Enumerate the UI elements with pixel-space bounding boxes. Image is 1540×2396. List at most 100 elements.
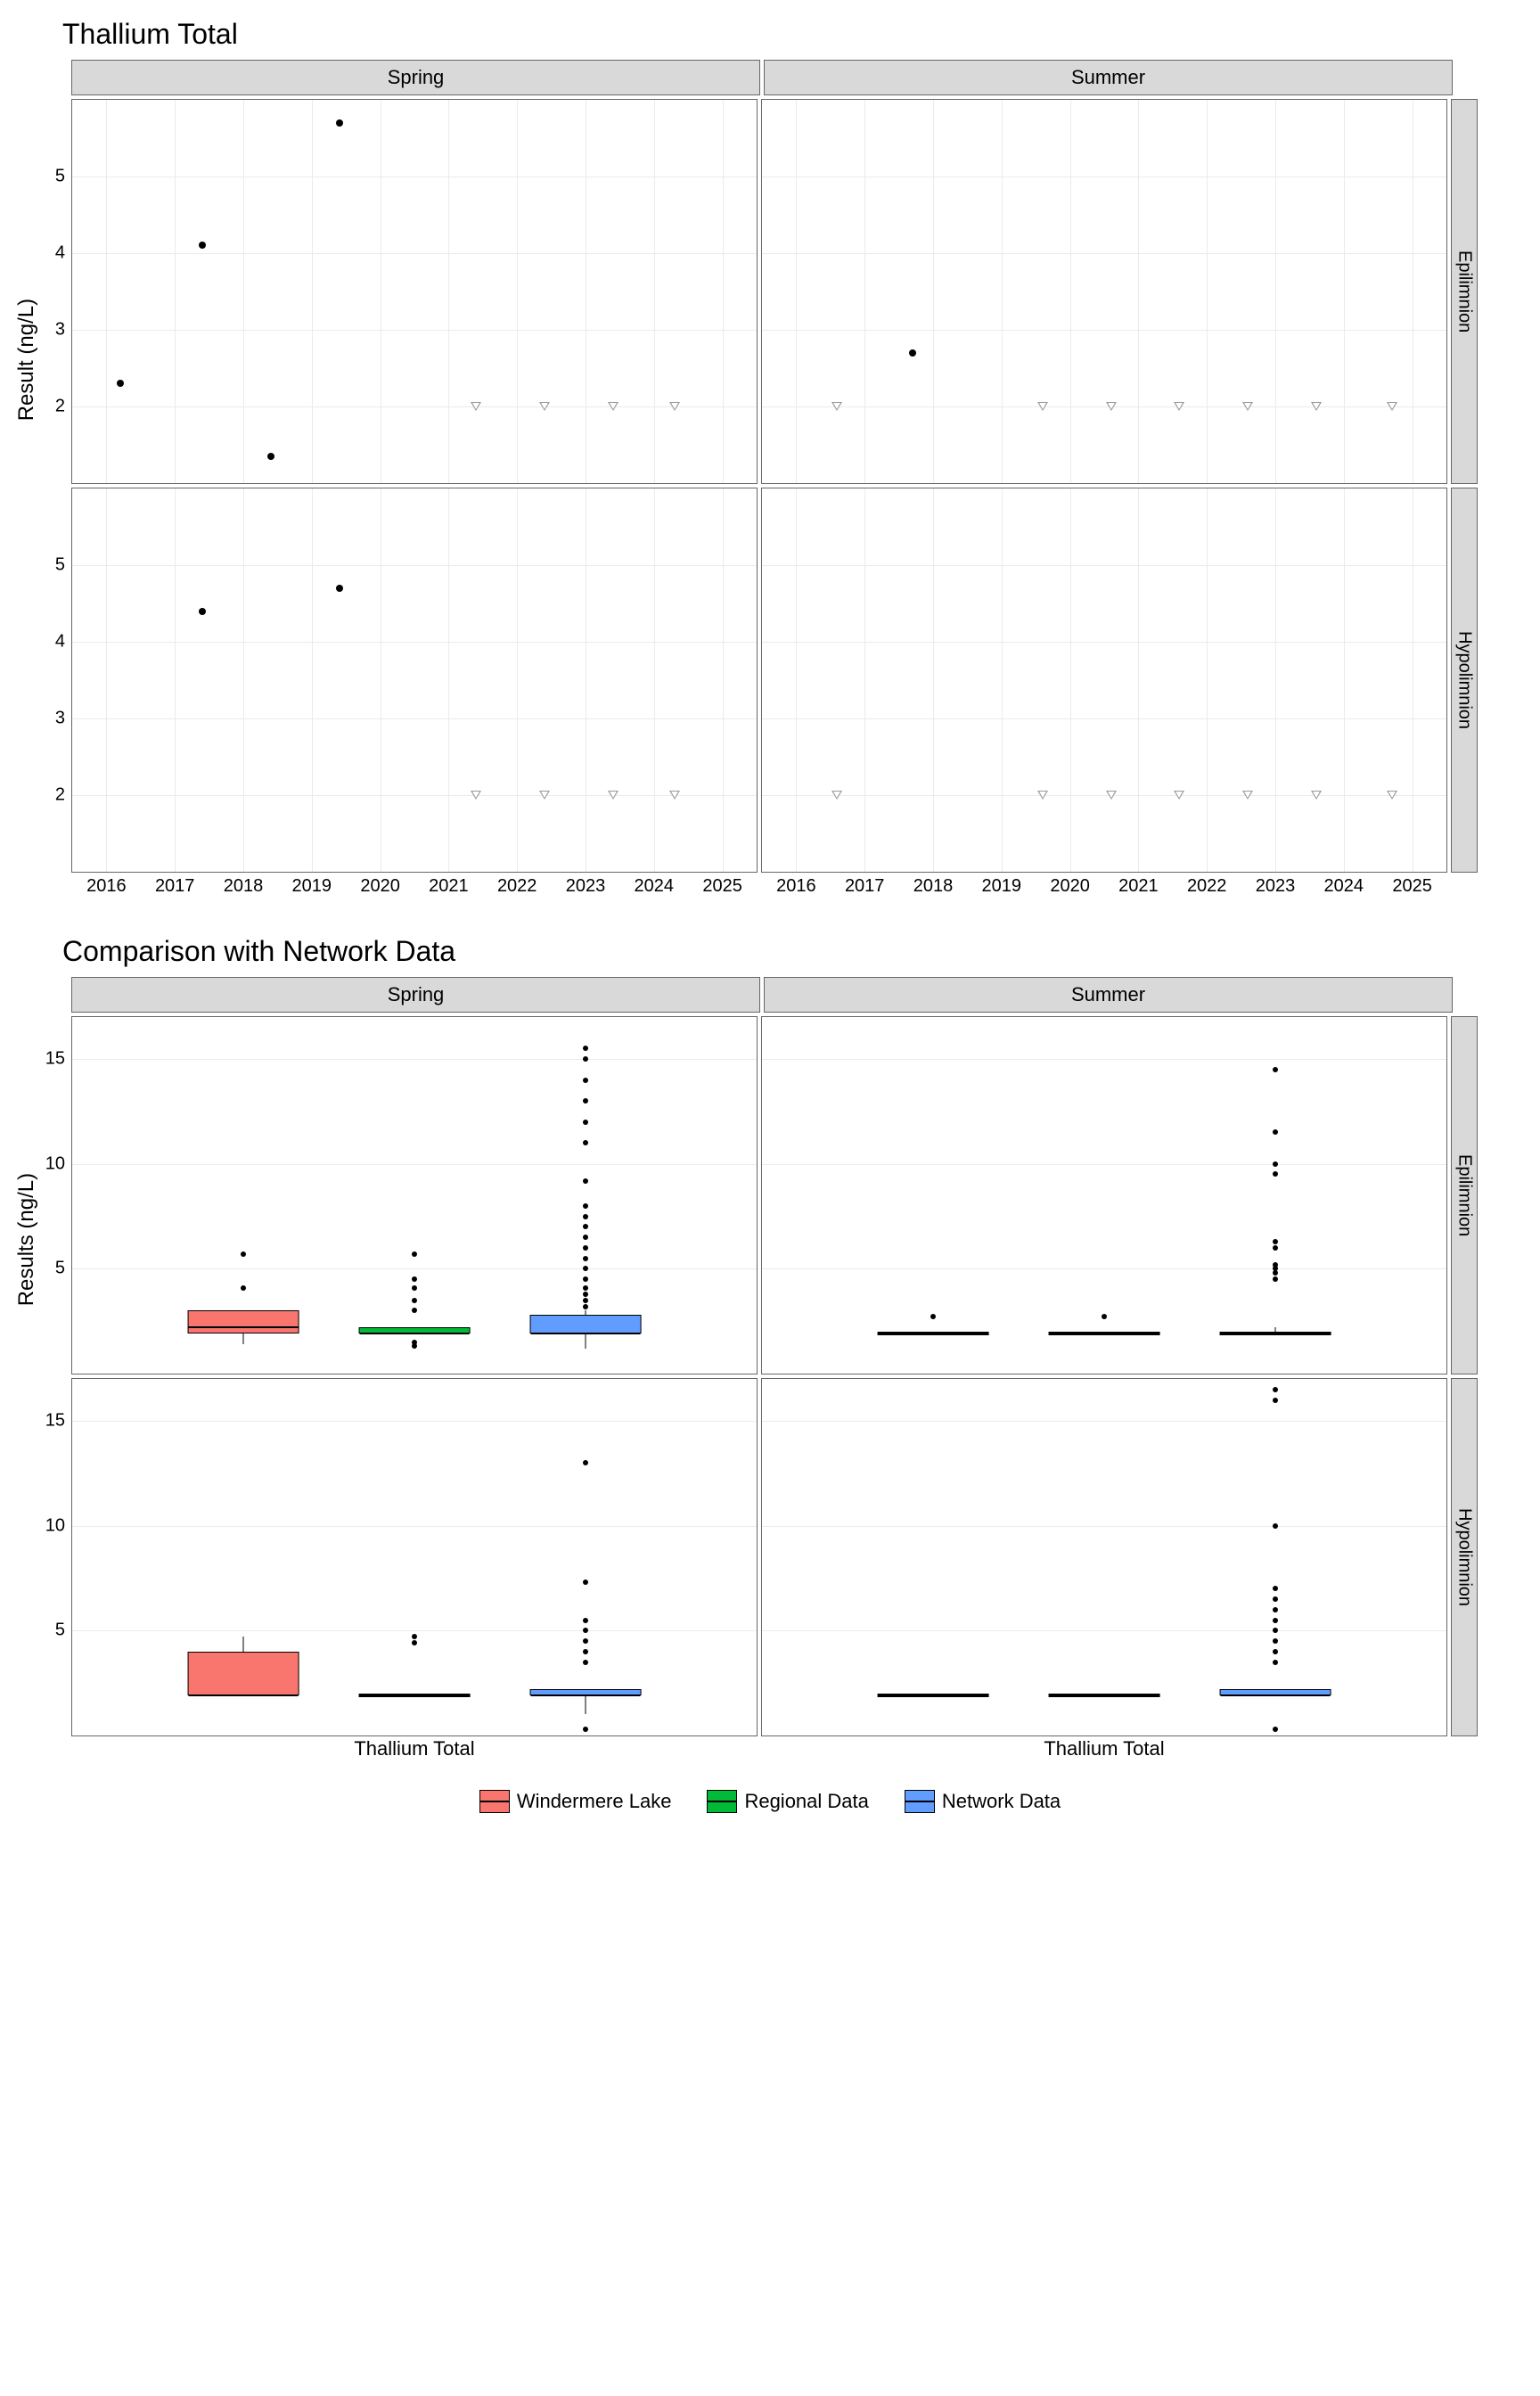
outlier-point <box>1273 1628 1278 1633</box>
scatter-row-hypolimnion: 2345201620172018201920202021202220232024… <box>71 488 1478 873</box>
outlier-point <box>1273 1596 1278 1602</box>
outlier-point <box>583 1292 588 1297</box>
data-point-triangle <box>1106 791 1117 800</box>
data-point-triangle <box>669 402 680 411</box>
scatter-title: Thallium Total <box>62 18 1522 51</box>
scatter-chart: Thallium Total Result (ng/L) Spring Summ… <box>18 18 1522 873</box>
legend-label: Network Data <box>942 1790 1061 1813</box>
outlier-point <box>583 1046 588 1051</box>
boxplot-row-epilimnion: 51015 Epilimnion <box>71 1016 1478 1374</box>
xtick-label: 2018 <box>224 876 264 897</box>
boxplot-box <box>1220 1689 1331 1695</box>
boxplot-box <box>878 1694 989 1697</box>
xtick-label: 2017 <box>845 876 885 897</box>
outlier-point <box>241 1285 246 1291</box>
xtick-label: 2023 <box>1256 876 1296 897</box>
outlier-point <box>583 1304 588 1309</box>
boxplot-box <box>1220 1332 1331 1335</box>
outlier-point <box>583 1727 588 1732</box>
outlier-point <box>1273 1618 1278 1623</box>
xtick-label: 2021 <box>429 876 469 897</box>
outlier-point <box>583 1078 588 1083</box>
legend-item-windermere: Windermere Lake <box>479 1790 672 1813</box>
xtick-label: 2019 <box>982 876 1022 897</box>
outlier-point <box>1273 1649 1278 1654</box>
col-header-summer: Summer <box>764 60 1453 95</box>
boxplot-box <box>188 1652 299 1695</box>
outlier-point <box>1273 1245 1278 1251</box>
xtick-label: 2025 <box>1392 876 1432 897</box>
panel-summer-hypolimnion: 2016201720182019202020212022202320242025 <box>761 488 1447 873</box>
boxplot-box <box>530 1689 642 1695</box>
data-point-dot <box>267 453 274 460</box>
data-point-triangle <box>831 791 842 800</box>
xtick-label: 2016 <box>86 876 127 897</box>
legend: Windermere Lake Regional Data Network Da… <box>18 1790 1522 1813</box>
outlier-point <box>412 1298 417 1303</box>
xtick-label: 2024 <box>1324 876 1364 897</box>
xtick-label: 2022 <box>497 876 537 897</box>
outlier-point <box>583 1638 588 1644</box>
outlier-point <box>583 1298 588 1303</box>
outlier-point <box>583 1178 588 1184</box>
outlier-point <box>241 1251 246 1257</box>
ytick-label: 2 <box>29 397 65 417</box>
outlier-point <box>1273 1171 1278 1177</box>
outlier-point <box>583 1245 588 1251</box>
boxplot-facet-grid: Results (ng/L) Spring Summer 51015 Epili… <box>71 977 1478 1736</box>
ytick-label: 5 <box>29 555 65 576</box>
data-point-triangle <box>1106 402 1117 411</box>
ytick-label: 4 <box>29 243 65 264</box>
ytick-label: 5 <box>29 1621 65 1641</box>
data-point-dot <box>199 608 206 615</box>
outlier-point <box>583 1580 588 1585</box>
boxplot-box <box>1049 1332 1160 1335</box>
data-point-triangle <box>1387 402 1397 411</box>
ytick-label: 15 <box>29 1411 65 1432</box>
outlier-point <box>412 1634 417 1639</box>
outlier-point <box>1273 1067 1278 1072</box>
box-col-header-spring: Spring <box>71 977 760 1013</box>
ytick-label: 5 <box>29 1259 65 1279</box>
legend-swatch <box>707 1790 737 1813</box>
data-point-dot <box>117 380 124 387</box>
outlier-point <box>412 1340 417 1345</box>
col-header-spring: Spring <box>71 60 760 95</box>
ytick-label: 5 <box>29 167 65 187</box>
xtick-label: 2022 <box>1187 876 1227 897</box>
outlier-point <box>583 1276 588 1282</box>
data-point-dot <box>336 585 343 592</box>
xtick-label: 2021 <box>1118 876 1159 897</box>
ytick-label: 10 <box>29 1153 65 1174</box>
outlier-point <box>412 1640 417 1645</box>
outlier-point <box>583 1224 588 1229</box>
outlier-point <box>583 1214 588 1219</box>
legend-swatch <box>905 1790 935 1813</box>
ytick-label: 3 <box>29 709 65 729</box>
legend-swatch <box>479 1790 510 1813</box>
data-point-triangle <box>471 402 481 411</box>
row-header-hypolimnion: Hypolimnion <box>1451 488 1478 873</box>
xtick-label: 2023 <box>566 876 606 897</box>
xtick-label: 2024 <box>635 876 675 897</box>
outlier-point <box>1273 1607 1278 1612</box>
boxplot-title: Comparison with Network Data <box>62 935 1522 968</box>
outlier-point <box>1273 1129 1278 1135</box>
outlier-point <box>1273 1161 1278 1167</box>
boxplot-box <box>359 1694 471 1697</box>
boxpanel-spring-epilimnion: 51015 <box>71 1016 758 1374</box>
data-point-dot <box>909 349 916 357</box>
outlier-point <box>583 1649 588 1654</box>
outlier-point <box>583 1056 588 1062</box>
data-point-triangle <box>1242 791 1253 800</box>
xtick-label: 2016 <box>776 876 816 897</box>
outlier-point <box>1273 1239 1278 1244</box>
data-point-dot <box>336 119 343 127</box>
data-point-triangle <box>1174 402 1184 411</box>
data-point-triangle <box>1242 402 1253 411</box>
outlier-point <box>1102 1314 1107 1319</box>
panel-summer-epilimnion <box>761 99 1447 484</box>
outlier-point <box>583 1140 588 1145</box>
boxplot-box <box>530 1315 642 1333</box>
data-point-triangle <box>831 402 842 411</box>
